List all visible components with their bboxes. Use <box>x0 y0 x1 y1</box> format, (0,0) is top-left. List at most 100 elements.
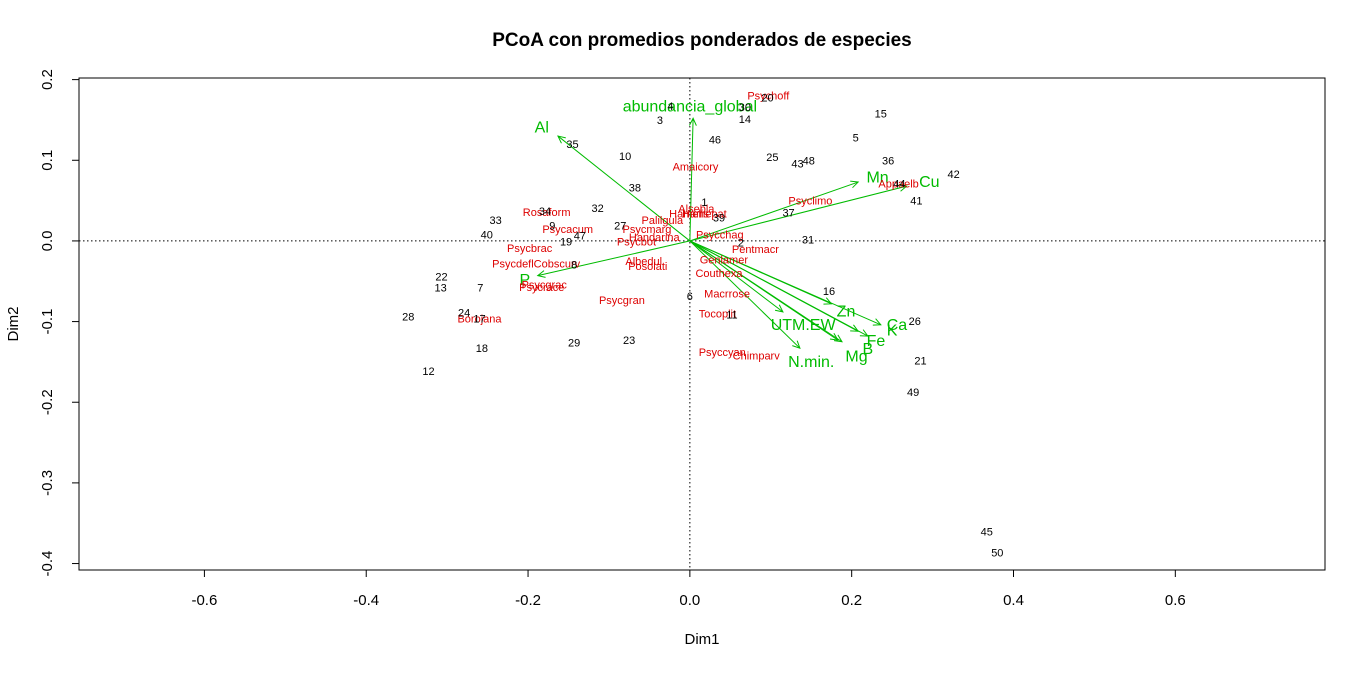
site-label: 37 <box>782 208 794 220</box>
site-label: 6 <box>687 291 693 303</box>
x-tick-label: -0.6 <box>191 592 217 609</box>
site-label: 39 <box>713 213 725 225</box>
site-label: 5 <box>853 133 859 145</box>
vector-arrow <box>689 240 784 313</box>
site-label: 10 <box>619 151 631 163</box>
y-tick-label: -0.2 <box>39 389 56 415</box>
species-label: Psycacum <box>542 224 593 236</box>
site-label: 17 <box>473 313 485 325</box>
species-label: Psycgrac <box>522 279 568 291</box>
x-tick-label: 0.6 <box>1165 592 1186 609</box>
site-label: 24 <box>458 308 470 320</box>
species-label: Psycrace <box>519 282 564 294</box>
site-label: 41 <box>910 196 922 208</box>
site-label: 40 <box>481 229 493 241</box>
site-label: 42 <box>948 169 960 181</box>
species-label: Psyccyan <box>699 347 746 359</box>
site-label: 46 <box>709 134 721 146</box>
species-label: Amaicory <box>673 162 719 174</box>
species-label: Psycbot <box>617 237 656 249</box>
species-label: Hamepat <box>682 209 727 221</box>
site-label: 7 <box>477 283 483 295</box>
vector-arrowhead <box>823 297 833 305</box>
vector-arrow <box>557 135 691 242</box>
site-label: 35 <box>566 139 578 151</box>
vector-label: Al <box>535 119 549 136</box>
site-label: 11 <box>726 309 737 321</box>
species-labels: Psychoff Amaicory Appaelb Psyclimo Rosaform A… <box>457 91 918 363</box>
vector-arrowhead <box>774 304 784 313</box>
site-label: 20 <box>761 92 773 104</box>
x-tick-label: 0.4 <box>1003 592 1024 609</box>
species-label: Psycgran <box>599 295 645 307</box>
species-label: Appaelb <box>878 179 918 191</box>
x-tick-label: -0.2 <box>515 592 541 609</box>
vector-arrowhead <box>536 270 546 278</box>
vector-arrowhead <box>872 318 882 326</box>
site-label: 19 <box>560 237 572 249</box>
site-label: 47 <box>574 230 586 242</box>
site-label: 45 <box>981 526 993 538</box>
site-label: 28 <box>402 312 414 324</box>
site-label: 2 <box>738 238 744 250</box>
site-label: 14 <box>739 114 751 126</box>
site-label: 1 <box>701 197 707 209</box>
species-label: Alsebla <box>678 204 715 216</box>
site-label: 26 <box>909 316 921 328</box>
vector-label: UTM.EW <box>771 317 837 334</box>
vector-arrowhead <box>829 332 839 341</box>
vector-arrow <box>689 240 882 326</box>
species-label: Palilgula <box>642 215 684 227</box>
site-label: 49 <box>907 387 919 399</box>
species-label: Handarina <box>629 232 681 244</box>
site-label: 16 <box>823 286 835 298</box>
y-tick-label: 0.0 <box>39 230 56 251</box>
vector-label: Mn <box>866 169 888 186</box>
site-label: 3 <box>657 115 663 127</box>
site-label: 50 <box>991 547 1003 559</box>
species-label: Borojana <box>457 313 502 325</box>
site-label: 32 <box>592 203 604 215</box>
vector-arrowhead <box>688 117 697 126</box>
y-tick-label: 0.1 <box>39 150 56 171</box>
y-tick-label: 0.2 <box>39 69 56 90</box>
vector-arrow <box>537 240 690 277</box>
site-label: 25 <box>766 152 778 164</box>
y-axis-label: Dim2 <box>5 306 22 341</box>
species-label: PsycdeflCobscurv <box>492 259 581 271</box>
site-label: 29 <box>568 338 580 350</box>
site-label: 18 <box>476 343 488 355</box>
site-label: 12 <box>422 366 434 378</box>
vector-label: B <box>863 341 874 358</box>
site-label: 8 <box>571 259 577 271</box>
vector-arrowhead <box>898 183 908 192</box>
x-tick-label: -0.4 <box>353 592 379 609</box>
species-label: Rosaform <box>523 207 571 219</box>
plot-frame <box>78 77 1326 571</box>
y-axis: -0.4 -0.3 -0.2 -0.1 0.0 0.1 0.2 <box>39 69 79 576</box>
site-label: 33 <box>490 215 502 227</box>
species-label: Tocoplit <box>699 309 736 321</box>
vector-arrowhead <box>850 180 860 189</box>
vector-arrow <box>689 181 859 242</box>
vector-label: Cu <box>919 174 939 191</box>
species-label: Psyclimo <box>788 196 832 208</box>
site-label: 36 <box>882 155 894 167</box>
site-label: 44 <box>893 179 905 191</box>
site-label: 38 <box>629 183 641 195</box>
species-label: Psycchag <box>696 229 744 241</box>
species-label: Pentmacr <box>732 244 779 256</box>
vector-arrowhead <box>859 329 869 337</box>
vector-arrowhead <box>850 324 860 332</box>
vector-label: Ca <box>887 317 908 334</box>
reference-lines <box>79 78 1325 570</box>
site-label: 30 <box>739 102 751 114</box>
species-label: Genlamer <box>700 254 749 266</box>
vector-arrowhead <box>557 135 566 144</box>
x-tick-label: 0.2 <box>841 592 862 609</box>
site-label: 22 <box>435 271 447 283</box>
